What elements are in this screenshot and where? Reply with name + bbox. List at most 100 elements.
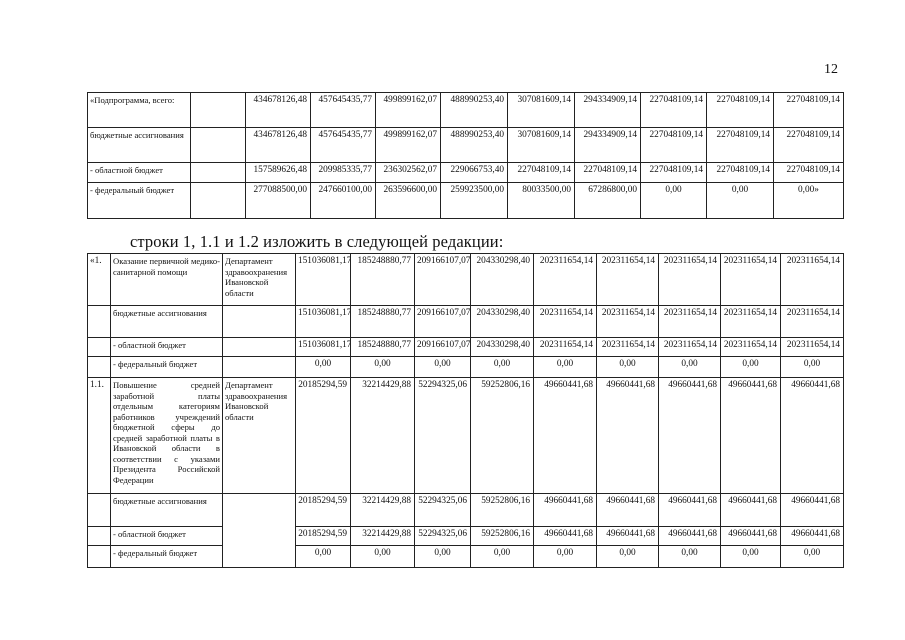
amount-cell: 52294325,06: [414, 377, 471, 494]
amount-cell: 0,00: [640, 182, 707, 219]
amount-cell: 227048109,14: [640, 127, 707, 163]
amount-cell: 488990253,40: [440, 127, 508, 163]
amount-cell: 434678126,48: [245, 127, 311, 163]
amount-cell: 202311654,14: [596, 305, 659, 338]
amount-cell: 49660441,68: [533, 377, 597, 494]
activities-table: «1. Оказание первичной медико-санитарной …: [87, 253, 844, 568]
amount-cell: 488990253,40: [440, 92, 508, 128]
empty-cell: [87, 356, 111, 378]
amount-cell: 0,00: [780, 356, 844, 378]
row-label: бюджетные ассигнования: [110, 493, 223, 527]
amount-cell: 49660441,68: [720, 377, 781, 494]
amount-cell: 209166107,07: [414, 337, 471, 357]
amount-cell: 202311654,14: [533, 337, 597, 357]
amount-cell: 227048109,14: [706, 162, 774, 183]
amount-cell: 0,00: [706, 182, 774, 219]
amount-cell: 0,00: [658, 356, 721, 378]
empty-cell: [190, 92, 246, 128]
amount-cell: 236302562,07: [375, 162, 441, 183]
amount-cell: 227048109,14: [574, 162, 641, 183]
amount-cell: 202311654,14: [780, 253, 844, 306]
amount-cell: 0,00: [350, 545, 415, 568]
row-label: - федеральный бюджет: [110, 545, 223, 568]
amount-cell: 227048109,14: [640, 162, 707, 183]
amount-cell: 0,00: [596, 545, 659, 568]
amount-cell: 227048109,14: [706, 127, 774, 163]
amount-cell: 20185294,59: [295, 493, 351, 527]
amount-cell: 229066753,40: [440, 162, 508, 183]
amount-cell: 49660441,68: [780, 526, 844, 546]
amount-cell: 0,00: [414, 545, 471, 568]
amount-cell: 49660441,68: [720, 493, 781, 527]
amount-cell: 49660441,68: [658, 377, 721, 494]
activity-title: Оказание первичной медико-санитарной пом…: [110, 253, 223, 306]
row-label: - областной бюджет: [110, 526, 223, 546]
amount-cell: 151036081,17: [295, 253, 351, 306]
table-row: бюджетные ассигнования 151036081,17 185248…: [87, 305, 844, 338]
row-label: - областной бюджет: [87, 162, 191, 183]
amount-cell: 0,00: [596, 356, 659, 378]
empty-cell: [222, 356, 296, 378]
amount-cell: 0,00: [295, 545, 351, 568]
amount-cell: 0,00: [658, 545, 721, 568]
table-row: - областной бюджет 20185294,59 32214429,88…: [87, 526, 844, 546]
empty-cell: [87, 337, 111, 357]
amount-cell: 151036081,17: [295, 305, 351, 338]
table-row: - областной бюджет 151036081,17 185248880,…: [87, 337, 844, 357]
amount-cell: 307081609,14: [507, 127, 575, 163]
amount-cell: 20185294,59: [295, 377, 351, 494]
amount-cell: 20185294,59: [295, 526, 351, 546]
amount-cell: 227048109,14: [773, 162, 844, 183]
amount-cell: 59252806,16: [470, 377, 534, 494]
row-label: - федеральный бюджет: [87, 182, 191, 219]
amount-cell: 294334909,14: [574, 92, 641, 128]
row-number: «1.: [87, 253, 111, 306]
amount-cell: 202311654,14: [720, 337, 781, 357]
amount-cell: 185248880,77: [350, 253, 415, 306]
amount-cell: 202311654,14: [596, 253, 659, 306]
amount-cell: 49660441,68: [658, 493, 721, 527]
amount-cell: 0,00: [470, 545, 534, 568]
amount-cell: 202311654,14: [720, 253, 781, 306]
amount-cell: 49660441,68: [596, 526, 659, 546]
amount-cell: 204330298,40: [470, 305, 534, 338]
amount-cell: 457645435,77: [310, 92, 376, 128]
amount-cell: 227048109,14: [773, 92, 844, 128]
amount-cell: 0,00: [720, 356, 781, 378]
amount-cell: 49660441,68: [533, 526, 597, 546]
amount-cell: 202311654,14: [658, 305, 721, 338]
amendment-heading: строки 1, 1.1 и 1.2 изложить в следующей…: [130, 232, 504, 251]
amount-cell: 263596600,00: [375, 182, 441, 219]
amount-cell: 32214429,88: [350, 526, 415, 546]
amount-cell: 0,00: [350, 356, 415, 378]
amount-cell: 52294325,06: [414, 526, 471, 546]
amount-cell: 202311654,14: [533, 253, 597, 306]
amount-cell: 49660441,68: [596, 493, 659, 527]
amount-cell: 227048109,14: [706, 92, 774, 128]
amount-cell: 209166107,07: [414, 253, 471, 306]
table-row: - федеральный бюджет 0,00 0,00 0,00 0,00 0,00…: [87, 545, 844, 568]
amount-cell: 259923500,00: [440, 182, 508, 219]
row-label: «Подпрограмма, всего:: [87, 92, 191, 128]
amount-cell: 202311654,14: [658, 337, 721, 357]
amount-cell: 202311654,14: [720, 305, 781, 338]
amount-cell: 0,00: [533, 356, 597, 378]
amount-cell: 0,00: [720, 545, 781, 568]
amount-cell: 67286800,00: [574, 182, 641, 219]
amount-cell: 49660441,68: [780, 377, 844, 494]
amount-cell: 157589626,48: [245, 162, 311, 183]
amount-cell: 59252806,16: [470, 526, 534, 546]
empty-cell: [87, 305, 111, 338]
amount-cell: 209985335,77: [310, 162, 376, 183]
department-cell: Департамент здравоохранения Ивановской о…: [222, 377, 296, 494]
amount-cell: 0,00: [533, 545, 597, 568]
amount-cell: 49660441,68: [596, 377, 659, 494]
subprogram-totals-table: «Подпрограмма, всего: 434678126,48 4576454…: [87, 92, 844, 219]
amount-cell: 209166107,07: [414, 305, 471, 338]
empty-cell: [190, 162, 246, 183]
amount-cell: 32214429,88: [350, 493, 415, 527]
table-row: «1. Оказание первичной медико-санитарной …: [87, 253, 844, 306]
amount-cell: 49660441,68: [780, 493, 844, 527]
amount-cell: 277088500,00: [245, 182, 311, 219]
table-row: - федеральный бюджет 0,00 0,00 0,00 0,00 0,00…: [87, 356, 844, 378]
